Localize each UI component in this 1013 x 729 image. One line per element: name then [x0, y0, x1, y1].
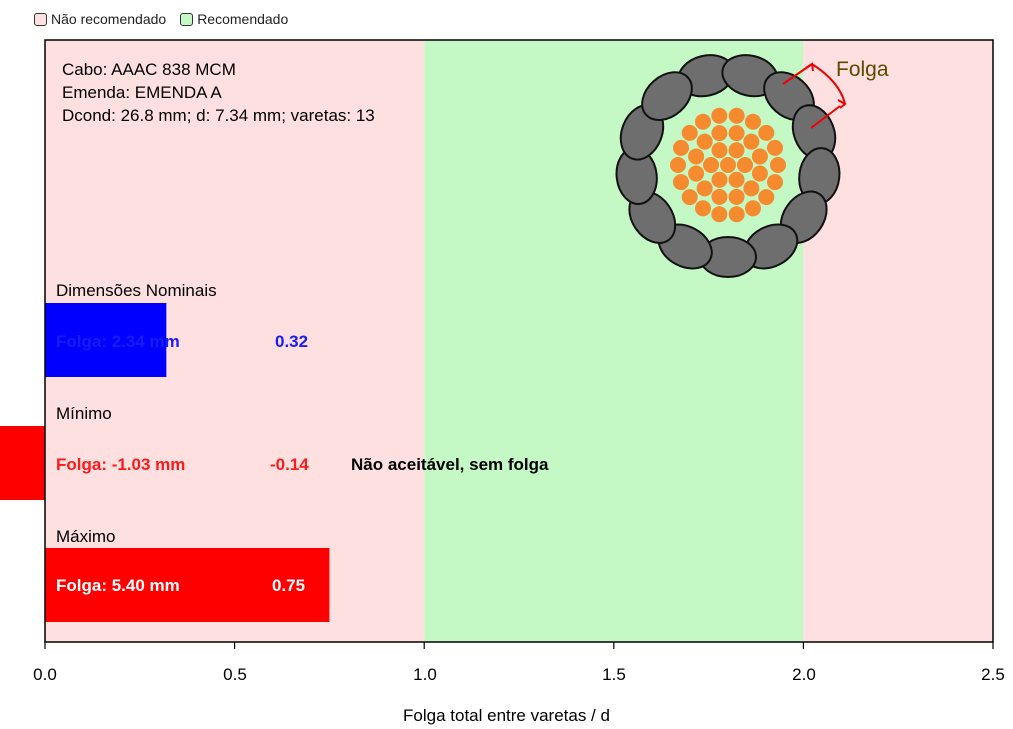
strand	[758, 189, 775, 206]
cable-diagram	[615, 54, 847, 278]
x-axis-label: Folga total entre varetas / d	[403, 706, 610, 725]
plot-frame	[44, 39, 994, 643]
category-label-minimum: Mínimo	[56, 404, 112, 423]
x-tick-label: 2.0	[792, 665, 816, 684]
category-label-maximum: Máximo	[56, 527, 116, 546]
legend: Não recomendado Recomendado	[34, 11, 288, 27]
strand	[758, 124, 775, 141]
bar-folga-text-nominal: Folga: 2.34 mm	[56, 332, 180, 351]
strand	[745, 113, 761, 130]
strand	[711, 206, 728, 223]
bar-value-text-minimum: -0.14	[270, 455, 309, 474]
strand	[751, 165, 768, 182]
strand	[681, 124, 698, 141]
strand	[711, 142, 728, 159]
bar-2	[45, 548, 330, 622]
strand	[766, 139, 783, 156]
strand	[688, 148, 705, 165]
legend-item-not-recommended: Não recomendado	[34, 11, 166, 27]
bar-folga-text-maximum: Folga: 5.40 mm	[56, 576, 180, 595]
strand	[745, 200, 761, 217]
strand	[673, 174, 690, 191]
category-label-nominal: Dimensões Nominais	[56, 281, 217, 300]
strand	[743, 180, 760, 197]
diagram-folga-label: Folga	[836, 58, 889, 81]
legend-label-recommended: Recomendado	[197, 11, 289, 27]
bar-value-text-nominal: 0.32	[275, 332, 309, 351]
x-tick-label: 2.5	[981, 665, 1005, 684]
legend-swatch-recommended	[180, 12, 194, 26]
conductor-strands	[670, 107, 786, 223]
strand	[728, 188, 745, 205]
x-ticks	[44, 642, 994, 649]
strand	[770, 157, 786, 173]
dimensions-info-line: Dcond: 26.8 mm; d: 7.34 mm; varetas: 13	[62, 106, 375, 125]
legend-item-recommended: Recomendado	[180, 11, 288, 27]
bar-value-text-maximum: 0.75	[272, 576, 306, 595]
bars-group	[0, 303, 330, 622]
outer-rods	[615, 54, 841, 278]
cable-info-line: Cabo: AAAC 838 MCM	[62, 60, 236, 79]
strand	[728, 125, 745, 142]
strand	[695, 200, 711, 217]
strand	[711, 107, 728, 124]
x-tick-label: 1.5	[602, 665, 626, 684]
bar-1	[0, 426, 46, 500]
cable-info: Cabo: AAAC 838 MCM Emenda: EMENDA A Dcon…	[62, 58, 375, 127]
splice-info-line: Emenda: EMENDA A	[62, 83, 222, 102]
folga-arrow-icon	[782, 62, 847, 129]
bar-status-text-minimum: Não aceitável, sem folga	[351, 455, 549, 474]
strand	[720, 157, 736, 173]
strand	[670, 157, 686, 173]
strand	[673, 139, 690, 156]
strand	[766, 174, 783, 191]
strand	[711, 188, 728, 205]
strand	[728, 171, 745, 188]
x-tick-label: 1.0	[413, 665, 437, 684]
legend-swatch-not-recommended	[34, 12, 47, 26]
strand	[728, 107, 745, 124]
strand	[711, 171, 728, 188]
strand	[681, 189, 698, 206]
strand	[688, 165, 705, 182]
bar-0	[45, 303, 167, 377]
strand	[728, 142, 745, 159]
strand	[696, 133, 713, 150]
rod	[641, 71, 693, 121]
strand	[696, 180, 713, 197]
strand	[711, 125, 728, 142]
bar-folga-text-minimum: Folga: -1.03 mm	[56, 455, 186, 474]
strand	[728, 206, 745, 223]
strand	[703, 157, 719, 173]
strand	[695, 113, 711, 130]
strand	[737, 157, 753, 173]
x-tick-label: 0.5	[223, 665, 247, 684]
legend-label-not-recommended: Não recomendado	[51, 11, 167, 27]
strand	[751, 148, 768, 165]
x-tick-label: 0.0	[33, 665, 57, 684]
strand	[743, 133, 760, 150]
